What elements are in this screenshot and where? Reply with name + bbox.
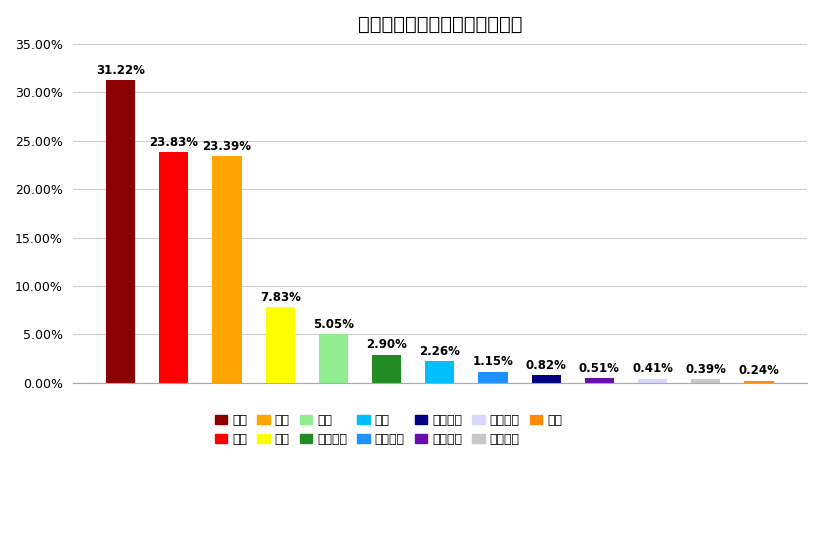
Bar: [425, 361, 455, 383]
Bar: [372, 355, 401, 383]
Text: 5.05%: 5.05%: [313, 317, 354, 331]
Text: 0.39%: 0.39%: [686, 363, 726, 376]
Text: 1.15%: 1.15%: [473, 355, 514, 368]
Text: 7.83%: 7.83%: [260, 291, 301, 303]
Bar: [478, 371, 508, 383]
Bar: [691, 379, 720, 383]
Text: 0.82%: 0.82%: [526, 359, 566, 371]
Bar: [212, 157, 242, 383]
Text: 23.83%: 23.83%: [150, 136, 198, 148]
Text: 0.41%: 0.41%: [632, 362, 673, 376]
Bar: [266, 307, 295, 383]
Text: 0.51%: 0.51%: [579, 361, 620, 375]
Text: 23.39%: 23.39%: [202, 140, 252, 153]
Text: 31.22%: 31.22%: [96, 64, 145, 77]
Bar: [532, 375, 561, 383]
Bar: [159, 152, 188, 383]
Bar: [745, 381, 774, 383]
Text: 2.90%: 2.90%: [366, 338, 407, 352]
Title: 大学生恋爱时最看重因素比例图: 大学生恋爱时最看重因素比例图: [358, 15, 522, 34]
Bar: [638, 379, 667, 383]
Text: 0.24%: 0.24%: [738, 364, 779, 377]
Bar: [106, 80, 136, 383]
Bar: [319, 334, 348, 383]
Text: 2.26%: 2.26%: [419, 345, 460, 358]
Legend: 缘分, 人品, 三观, 性格, 外貌, 未来潜力, 能力, 经济条件, 兴趣爱好, 生活习惯, 家庭背景, 健康状况, 学历: 缘分, 人品, 三观, 性格, 外貌, 未来潜力, 能力, 经济条件, 兴趣爱好…: [210, 409, 567, 451]
Bar: [584, 378, 614, 383]
